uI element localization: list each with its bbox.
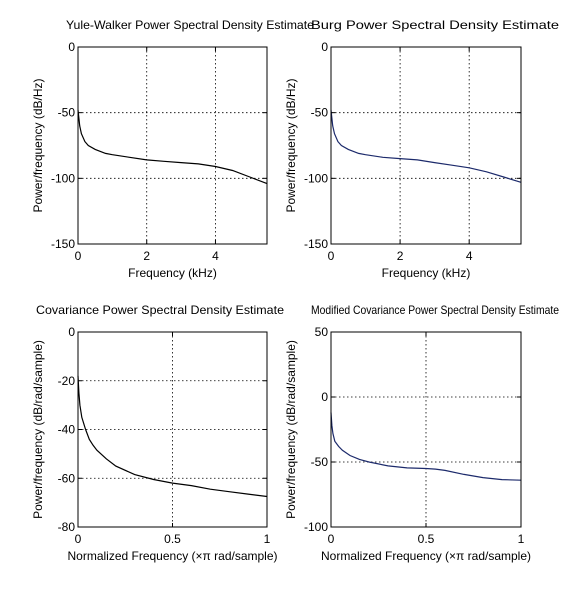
y-tick-label-0: 0 (68, 40, 75, 54)
plot-title: Burg Power Spectral Density Estimate (311, 18, 559, 32)
y-tick-label-3: -150 (304, 237, 328, 251)
plot-title: Covariance Power Spectral Density Estima… (36, 303, 284, 317)
y-tick-label-2: -100 (51, 171, 75, 185)
y-axis-label: Power/frequency (dB/rad/sample) (284, 340, 298, 519)
y-tick-label-2: -100 (304, 171, 328, 185)
psd-series-line-1 (330, 109, 522, 183)
y-tick-label-3: -60 (58, 471, 76, 485)
y-tick-label-0: 50 (315, 325, 329, 339)
x-tick-label-2: 1 (264, 532, 271, 546)
psd-series-line-1 (77, 109, 268, 185)
y-tick-label-2: -40 (58, 423, 76, 437)
x-axis-label: Frequency (kHz) (382, 266, 471, 280)
axes-box (330, 46, 522, 245)
psd-series-line-1 (330, 412, 522, 481)
plot-title: Yule-Walker Power Spectral Density Estim… (66, 18, 314, 32)
x-tick-label-1: 2 (397, 249, 404, 263)
y-tick-label-2: -50 (311, 455, 329, 469)
x-tick-label-2: 4 (466, 249, 473, 263)
x-axis-label: Frequency (kHz) (128, 266, 217, 280)
axes-box (77, 46, 268, 245)
x-tick-label-0: 0 (75, 532, 82, 546)
x-tick-label-2: 1 (518, 532, 525, 546)
x-tick-label-1: 0.5 (164, 532, 181, 546)
x-tick-label-0: 0 (328, 249, 335, 263)
y-tick-label-3: -150 (51, 237, 75, 251)
y-tick-label-3: -100 (304, 520, 328, 534)
x-tick-label-2: 4 (212, 249, 219, 263)
y-tick-label-1: 0 (321, 390, 328, 404)
y-axis-label: Power/frequency (dB/rad/sample) (31, 340, 45, 519)
x-axis-label: Normalized Frequency (×π rad/sample) (67, 549, 277, 563)
x-axis-label: Normalized Frequency (×π rad/sample) (321, 549, 531, 563)
subplot-3: 0 0.5 1 0 -20 -40 -60 -80 Normalized Frequency (… (31, 303, 284, 563)
x-tick-label-1: 0.5 (418, 532, 435, 546)
x-tick-label-0: 0 (328, 532, 335, 546)
psd-series-line-1 (77, 375, 268, 498)
y-tick-label-1: -50 (311, 106, 329, 120)
y-tick-label-1: -20 (58, 374, 76, 388)
y-tick-label-4: -80 (58, 520, 76, 534)
plot-title: Modified Covariance Power Spectral Densi… (311, 303, 559, 317)
y-tick-label-0: 0 (68, 325, 75, 339)
x-tick-label-1: 2 (143, 249, 150, 263)
y-tick-label-1: -50 (58, 106, 76, 120)
y-axis-label: Power/frequency (dB/Hz) (31, 78, 45, 212)
x-tick-label-0: 0 (75, 249, 82, 263)
y-tick-label-0: 0 (321, 40, 328, 54)
y-axis-label: Power/frequency (dB/Hz) (284, 78, 298, 212)
subplot-1: 0 2 4 0 -50 -100 -150 Frequency (kHz) Power/freq… (31, 18, 314, 280)
subplot-4: 0 0.5 1 50 0 -50 -100 Normalized Frequency (×π … (284, 303, 559, 563)
subplot-2: 0 2 4 0 -50 -100 -150 Frequency (kHz) Power/freq… (284, 18, 559, 280)
